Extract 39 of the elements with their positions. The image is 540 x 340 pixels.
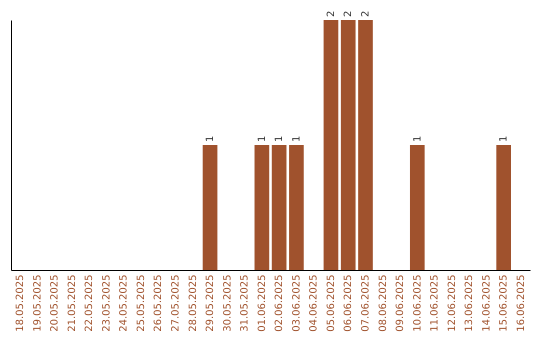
x-tick-label: 18.05.2025	[15, 274, 26, 332]
x-tick-label: 06.06.2025	[343, 274, 354, 332]
x-tick-label: 19.05.2025	[32, 274, 44, 332]
data-label: 1	[256, 136, 268, 142]
x-tick-label: 13.06.2025	[464, 274, 476, 332]
x-tick-label: 30.05.2025	[222, 274, 234, 332]
x-tick-label: 07.06.2025	[360, 274, 372, 332]
x-tick-label: 09.06.2025	[395, 274, 406, 332]
x-tick-label: 04.06.2025	[308, 274, 320, 332]
x-tick-label: 31.05.2025	[240, 274, 251, 332]
x-tick-label: 03.06.2025	[291, 274, 302, 332]
x-tick-label: 22.05.2025	[84, 274, 96, 332]
data-label: 1	[498, 136, 510, 142]
x-tick-label: 21.05.2025	[66, 274, 78, 332]
data-label: 1	[205, 136, 216, 142]
x-tick-label: 16.06.2025	[516, 274, 527, 332]
x-tick-label: 15.06.2025	[498, 274, 510, 332]
x-tick-label: 27.05.2025	[170, 274, 182, 332]
data-label: 1	[291, 136, 302, 142]
x-tick-label: 20.05.2025	[50, 274, 61, 332]
x-tick-label: 23.05.2025	[101, 274, 112, 332]
x-tick-label: 11.06.2025	[430, 274, 441, 332]
x-tick-label: 05.06.2025	[326, 274, 337, 332]
x-tick-label: 25.05.2025	[136, 274, 147, 332]
data-label: 2	[326, 10, 337, 17]
x-tick-label: 01.06.2025	[256, 274, 268, 332]
x-tick-label: 12.06.2025	[446, 274, 458, 332]
x-tick-label: 29.05.2025	[205, 274, 216, 332]
x-tick-label: 02.06.2025	[274, 274, 286, 332]
x-tick-label: 08.06.2025	[378, 274, 389, 332]
x-tick-label: 28.05.2025	[188, 274, 199, 332]
data-label: 2	[343, 10, 354, 17]
x-tick-label: 14.06.2025	[481, 274, 492, 332]
data-label: 1	[274, 136, 286, 142]
data-label: 1	[412, 136, 424, 142]
x-tick-label: 26.05.2025	[153, 274, 164, 332]
data-label: 2	[360, 10, 372, 17]
x-tick-label: 10.06.2025	[412, 274, 424, 332]
x-tick-label: 24.05.2025	[118, 274, 130, 332]
